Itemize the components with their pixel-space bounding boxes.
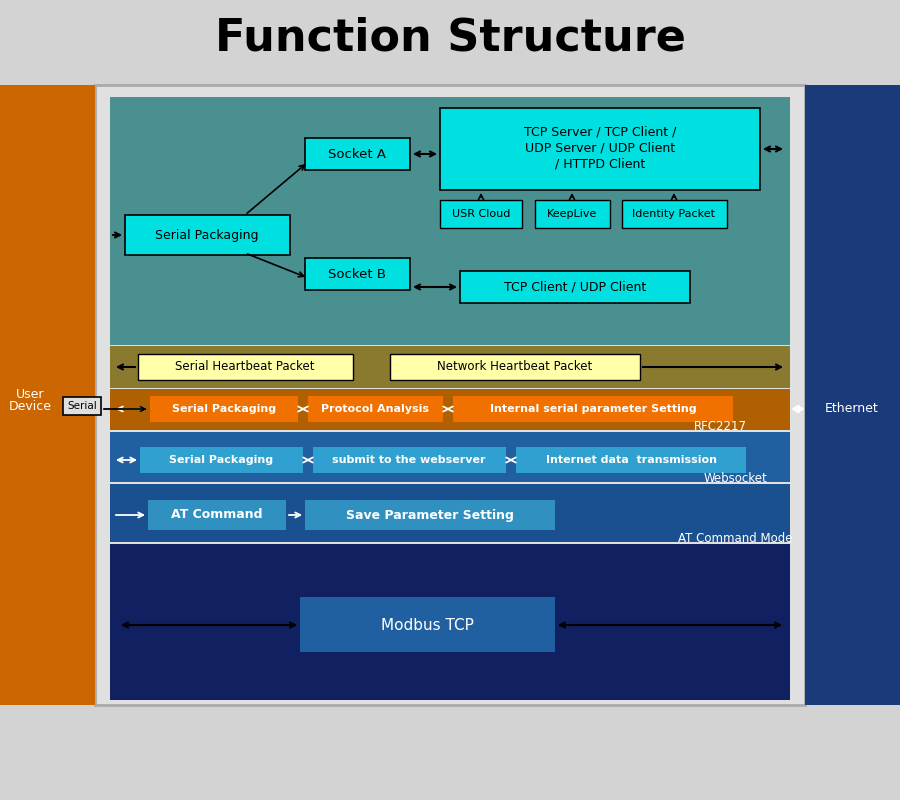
Text: Socket A: Socket A: [328, 147, 386, 161]
Text: submit to the webserver: submit to the webserver: [332, 455, 486, 465]
Bar: [138, 354, 353, 380]
Bar: [305, 138, 410, 170]
Bar: [305, 258, 410, 290]
Bar: [110, 346, 790, 388]
Bar: [308, 396, 443, 422]
Bar: [110, 432, 790, 482]
Bar: [805, 85, 900, 705]
Bar: [95, 85, 805, 705]
Text: UDP Server / UDP Client: UDP Server / UDP Client: [525, 142, 675, 154]
Bar: [305, 500, 555, 530]
Bar: [125, 215, 290, 255]
Text: Serial Heartbeat Packet: Serial Heartbeat Packet: [176, 361, 315, 374]
Text: Websocket: Websocket: [703, 471, 767, 485]
Text: Internal serial parameter Setting: Internal serial parameter Setting: [490, 404, 697, 414]
Text: Protocol Analysis: Protocol Analysis: [321, 404, 429, 414]
Text: AT Command: AT Command: [171, 509, 263, 522]
Text: Serial Packaging: Serial Packaging: [169, 455, 273, 465]
Bar: [460, 271, 690, 303]
Text: User: User: [16, 389, 44, 402]
Text: Internet data  transmission: Internet data transmission: [545, 455, 716, 465]
Bar: [535, 200, 610, 228]
Text: / HTTPD Client: / HTTPD Client: [555, 158, 645, 170]
Bar: [313, 447, 506, 473]
Text: AT Command Mode: AT Command Mode: [678, 531, 792, 545]
Bar: [110, 389, 790, 430]
Text: Identity Packet: Identity Packet: [633, 209, 716, 219]
Bar: [148, 500, 286, 530]
Bar: [440, 200, 522, 228]
Bar: [140, 447, 303, 473]
Text: Modbus TCP: Modbus TCP: [381, 618, 473, 633]
Bar: [0, 85, 95, 705]
Bar: [110, 484, 790, 542]
Bar: [110, 97, 790, 345]
Bar: [622, 200, 727, 228]
Text: Serial: Serial: [68, 401, 97, 411]
Bar: [63, 397, 101, 415]
Text: USR Cloud: USR Cloud: [452, 209, 510, 219]
Bar: [440, 108, 760, 190]
Text: Function Structure: Function Structure: [214, 17, 686, 59]
Text: Serial Packaging: Serial Packaging: [172, 404, 276, 414]
Text: RFC2217: RFC2217: [694, 421, 746, 434]
Bar: [453, 396, 733, 422]
Bar: [110, 544, 790, 700]
Bar: [516, 447, 746, 473]
Text: Serial Packaging: Serial Packaging: [155, 229, 259, 242]
Text: TCP Client / UDP Client: TCP Client / UDP Client: [504, 281, 646, 294]
Text: Socket B: Socket B: [328, 267, 386, 281]
Text: Ethernet: Ethernet: [825, 402, 879, 415]
Bar: [390, 354, 640, 380]
Text: Device: Device: [8, 401, 51, 414]
Bar: [300, 597, 555, 652]
Text: Network Heartbeat Packet: Network Heartbeat Packet: [437, 361, 592, 374]
Text: KeepLive: KeepLive: [547, 209, 598, 219]
Text: Save Parameter Setting: Save Parameter Setting: [346, 509, 514, 522]
Text: TCP Server / TCP Client /: TCP Server / TCP Client /: [524, 126, 676, 138]
Bar: [150, 396, 298, 422]
